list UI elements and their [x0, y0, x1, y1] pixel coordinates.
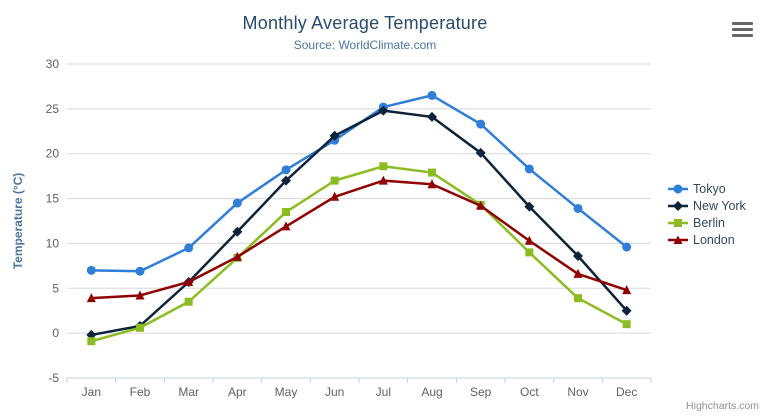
y-axis-tick-label: 30: [46, 57, 60, 71]
data-point-marker-london[interactable]: [135, 290, 145, 300]
x-axis-label: Jan: [82, 385, 101, 399]
data-point-marker-new-york[interactable]: [427, 111, 437, 122]
data-point-marker-london[interactable]: [86, 293, 96, 303]
data-point-marker-new-york[interactable]: [524, 201, 535, 212]
data-point-marker-new-york[interactable]: [621, 305, 632, 316]
series-line-london[interactable]: [90, 179, 628, 300]
data-point-marker-new-york[interactable]: [378, 105, 389, 116]
data-point-marker-tokyo[interactable]: [86, 265, 96, 275]
data-point-marker-tokyo[interactable]: [184, 243, 194, 253]
data-point-marker-berlin[interactable]: [622, 320, 631, 329]
legend-marker-square-icon: [668, 219, 688, 227]
legend-label: London: [693, 233, 735, 247]
chart-title: Monthly Average Temperature: [242, 13, 488, 33]
data-point-marker-london[interactable]: [476, 200, 486, 210]
x-axis-label: Jul: [376, 385, 391, 399]
data-point-marker-new-york[interactable]: [232, 226, 243, 237]
x-axis-label: Mar: [178, 385, 199, 399]
data-point-marker-new-york[interactable]: [281, 175, 291, 186]
legend-marker-triangle-icon: [668, 235, 688, 244]
data-point-marker-berlin[interactable]: [574, 294, 582, 303]
legend-label: New York: [693, 199, 746, 213]
x-axis-label: May: [275, 385, 298, 399]
legend-marker-circle-icon: [668, 184, 688, 194]
legend-item-new-york[interactable]: New York: [668, 199, 746, 213]
data-point-marker-london[interactable]: [232, 251, 242, 261]
legend-item-london[interactable]: London: [668, 233, 746, 247]
y-axis-tick-label: 20: [46, 147, 60, 161]
context-menu-button[interactable]: [732, 22, 753, 37]
data-point-marker-tokyo[interactable]: [622, 242, 632, 252]
series-line-berlin[interactable]: [90, 165, 628, 343]
y-axis-tick-label: 15: [46, 192, 60, 206]
x-axis-label: Feb: [130, 385, 151, 399]
data-point-marker-tokyo[interactable]: [524, 164, 534, 174]
x-axis-label: Jun: [325, 385, 344, 399]
y-axis-title: Temperature (°C): [11, 173, 25, 270]
data-point-marker-tokyo[interactable]: [281, 165, 291, 175]
legend-label: Berlin: [693, 216, 725, 230]
y-axis-tick-label: 25: [46, 102, 60, 116]
data-point-marker-tokyo[interactable]: [135, 266, 145, 276]
y-axis-tick-label: 10: [46, 236, 60, 250]
data-point-marker-berlin[interactable]: [282, 208, 290, 217]
x-axis-label: Apr: [228, 385, 247, 399]
x-axis-label: Aug: [421, 385, 442, 399]
data-point-marker-london[interactable]: [524, 235, 534, 245]
data-point-marker-tokyo[interactable]: [476, 119, 486, 129]
series-line-new-york[interactable]: [90, 109, 628, 337]
data-point-marker-new-york[interactable]: [475, 147, 486, 158]
data-point-marker-tokyo[interactable]: [573, 203, 583, 213]
x-axis-label: Oct: [520, 385, 539, 399]
data-point-marker-berlin[interactable]: [136, 323, 144, 332]
data-point-marker-new-york[interactable]: [329, 130, 340, 141]
hamburger-icon: [732, 22, 753, 26]
highcharts-credits-link[interactable]: Highcharts.com: [686, 400, 759, 412]
legend-label: Tokyo: [693, 182, 726, 196]
legend-item-berlin[interactable]: Berlin: [668, 216, 746, 230]
data-point-marker-london[interactable]: [622, 285, 632, 295]
hamburger-icon: [732, 33, 753, 37]
data-point-marker-berlin[interactable]: [330, 176, 339, 185]
data-point-marker-london[interactable]: [378, 175, 388, 185]
data-point-marker-london[interactable]: [281, 221, 291, 231]
data-point-marker-london[interactable]: [427, 179, 437, 189]
data-point-marker-new-york[interactable]: [573, 250, 583, 261]
legend-marker-diamond-icon: [668, 201, 688, 211]
x-axis-label: Sep: [470, 385, 492, 399]
x-axis-label: Dec: [616, 385, 637, 399]
data-point-marker-london[interactable]: [330, 191, 340, 201]
y-axis-tick-label: 0: [52, 326, 59, 340]
x-axis-label: Nov: [567, 385, 588, 399]
data-point-marker-berlin[interactable]: [428, 168, 436, 177]
hamburger-icon: [732, 27, 753, 32]
legend-item-tokyo[interactable]: Tokyo: [668, 182, 746, 196]
legend: Tokyo New York Berlin London: [668, 182, 746, 247]
y-axis-tick-label: -5: [48, 371, 59, 385]
series-line-tokyo[interactable]: [90, 94, 628, 273]
y-axis-tick-label: 5: [52, 281, 59, 295]
data-point-marker-berlin[interactable]: [525, 248, 534, 257]
data-point-marker-berlin[interactable]: [184, 297, 193, 306]
data-point-marker-berlin[interactable]: [379, 162, 388, 171]
data-point-marker-london[interactable]: [184, 277, 194, 287]
data-point-marker-tokyo[interactable]: [427, 90, 437, 100]
data-point-marker-berlin[interactable]: [87, 337, 96, 346]
data-point-marker-tokyo[interactable]: [232, 198, 242, 208]
chart-subtitle: Source: WorldClimate.com: [293, 38, 437, 52]
data-point-marker-london[interactable]: [573, 268, 583, 278]
